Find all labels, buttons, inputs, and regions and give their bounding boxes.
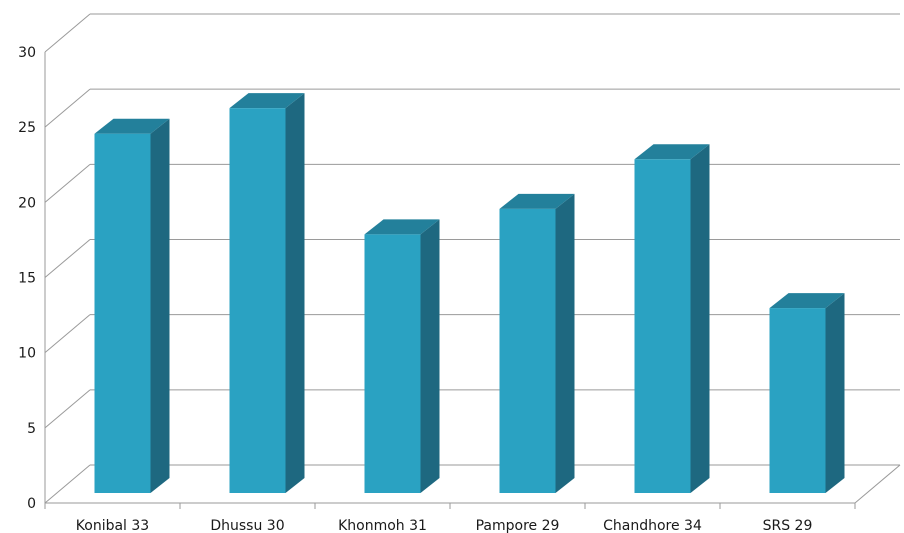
x-tick-label: SRS 29 [763,518,813,533]
y-tick-labels: 0 5 10 15 20 25 30 [18,45,36,512]
x-tick-label: Konibal 33 [76,518,149,533]
bar-1 [94,118,170,493]
gridline-diagonal [44,464,91,504]
x-tick-label: Khonmoh 31 [338,518,427,533]
bar-side [285,93,305,493]
bar-5 [634,144,710,493]
gridline-diagonal [44,389,91,429]
bar-side [555,193,575,493]
bar-4 [499,193,575,493]
gridline-diagonal [44,239,91,278]
bar-top [94,118,170,134]
bar-top [229,93,305,109]
x-tick-label: Pampore 29 [476,518,560,533]
bar-front [634,159,691,493]
x-tick-label: Chandhore 34 [603,518,702,533]
bar-2 [229,93,305,493]
gridline-diagonal [44,13,91,53]
y-tick-label: 0 [27,496,36,512]
bar-front [769,308,826,493]
bar-side [150,118,170,493]
y-tick-label: 20 [18,195,36,211]
bar-6 [769,293,845,493]
bar-top [499,193,575,209]
y-tick-label: 25 [18,120,36,136]
bar-front [499,208,556,493]
x-tick-label: Dhussu 30 [210,518,284,533]
bar-side [420,219,440,493]
gridlines [44,13,900,504]
bar-top [634,144,710,160]
gridline-diagonal [44,88,91,128]
bars [94,93,845,493]
floor-edge [854,464,901,504]
bar-front [229,108,286,493]
y-tick-label: 30 [18,45,36,61]
y-tick-label: 5 [27,421,36,437]
axes [44,52,901,509]
x-tick-labels: Konibal 33 Dhussu 30 Khonmoh 31 Pampore 29 C… [76,518,813,533]
bar-top [769,293,845,309]
y-tick-label: 10 [18,346,36,362]
gridline-diagonal [44,314,91,354]
bar-front [94,133,151,493]
gridline-diagonal [44,163,91,203]
bar-side [825,293,845,493]
y-tick-label: 15 [18,271,36,287]
bar-front [364,234,421,493]
bar-top [364,219,440,235]
bar-3 [364,219,440,493]
bar-side [690,144,710,493]
